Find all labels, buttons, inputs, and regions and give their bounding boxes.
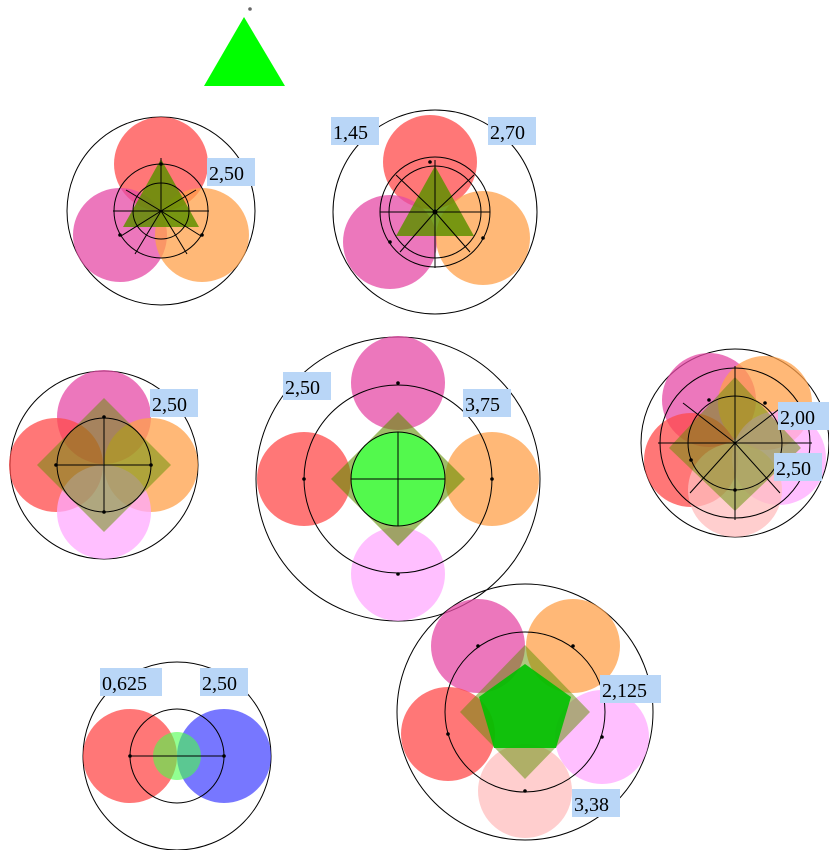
diagram-four-circles-a: 2,50 [9,370,199,560]
value-label: 2,50 [150,389,198,417]
value-label: 2,50 [207,158,255,186]
value-label-upper: 2,00 [778,402,829,430]
value-label-right: 2,70 [488,117,536,145]
label-text: 2,50 [209,163,244,185]
value-label-upper: 2,125 [600,675,661,703]
apex-point [248,7,252,11]
label-text: 2,50 [776,458,811,480]
label-text: 2,125 [602,680,647,702]
label-text: 0,625 [102,673,147,695]
label-text: 1,45 [333,122,368,144]
diagram-three-circles-b: 1,45 2,70 [331,109,538,315]
value-label-right: 3,75 [463,389,511,417]
value-label-right: 2,50 [200,668,248,696]
value-label-left: 2,50 [283,372,331,400]
top-triangle [204,7,285,86]
label-text: 2,50 [152,394,187,416]
label-text: 2,70 [490,122,525,144]
label-text: 3,75 [465,394,500,416]
diagram-three-circles-a: 2,50 [66,116,256,306]
diagram-four-circles-b: 2,50 3,75 [255,336,541,622]
diagram-pentagon-circles: 2,125 3,38 [396,583,661,841]
value-label-left: 0,625 [100,668,162,696]
green-triangle [204,17,285,86]
label-text: 2,50 [285,377,320,399]
value-label-left: 1,45 [331,117,379,145]
label-text: 2,50 [202,673,237,695]
value-label-lower: 2,50 [774,453,822,481]
label-text: 3,38 [574,794,609,816]
value-label-lower: 3,38 [572,789,620,817]
diagram-two-circles: 0,625 2,50 [82,661,272,850]
label-text: 2,00 [780,407,815,429]
diagram-five-circles: 2,00 2,50 [640,348,829,538]
